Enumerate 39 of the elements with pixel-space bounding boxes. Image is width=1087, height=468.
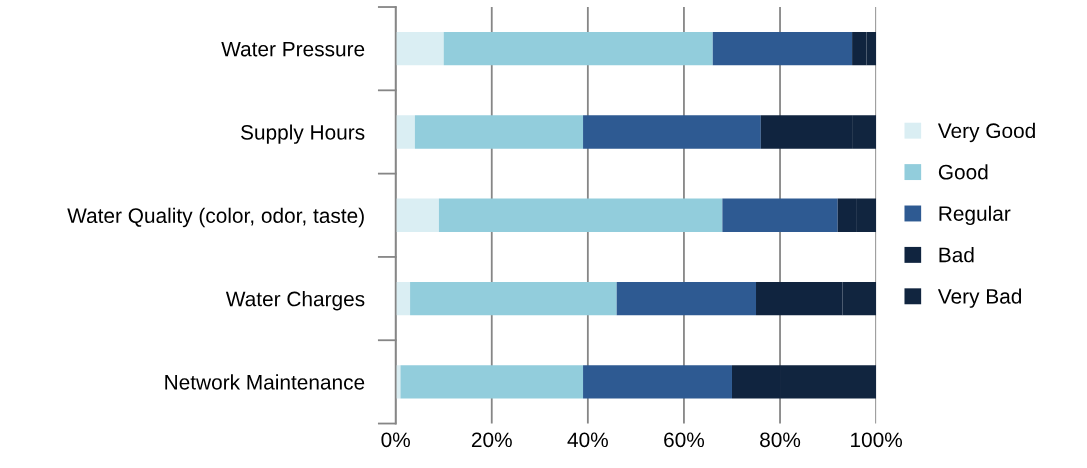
bar <box>856 198 877 232</box>
bar <box>780 365 877 399</box>
y-tick-label: Water Pressure <box>221 41 365 57</box>
y-tick-label: Network Maintenance <box>165 374 365 390</box>
x-tick-label: 60% <box>664 432 705 448</box>
bar <box>583 115 761 149</box>
x-tick-label: 100% <box>851 432 903 448</box>
x-tick-label: 80% <box>760 432 801 448</box>
bar <box>395 198 439 232</box>
y-tick-label: Water Quality (color, odor, taste) <box>67 207 364 228</box>
bar <box>756 281 843 316</box>
bar <box>583 365 732 399</box>
bar <box>395 32 444 66</box>
bar <box>760 115 853 149</box>
bar <box>837 198 857 232</box>
bar <box>438 198 723 232</box>
y-tick-label: Supply Hours <box>241 124 365 144</box>
bar <box>842 281 877 316</box>
x-tick-label: 0% <box>381 432 410 448</box>
bar <box>616 281 757 316</box>
legend-label: Very Good <box>937 122 1035 143</box>
bar <box>866 32 877 66</box>
y-tick-label: Water Charges <box>225 291 365 311</box>
x-tick-label: 20% <box>471 432 512 448</box>
x-tick-label: 40% <box>567 432 608 448</box>
bar <box>852 115 877 149</box>
bar <box>852 32 867 66</box>
bar <box>414 115 584 149</box>
bar <box>443 32 713 66</box>
legend-label: Good <box>938 164 988 180</box>
bar <box>400 365 584 399</box>
legend-label: Very Bad <box>937 288 1022 308</box>
bar <box>731 365 781 399</box>
bar <box>410 281 617 316</box>
bar <box>712 32 853 66</box>
legend-label: Regular <box>939 205 1011 226</box>
bar <box>722 198 838 232</box>
bar <box>395 115 415 149</box>
legend-label: Bad <box>939 247 974 263</box>
